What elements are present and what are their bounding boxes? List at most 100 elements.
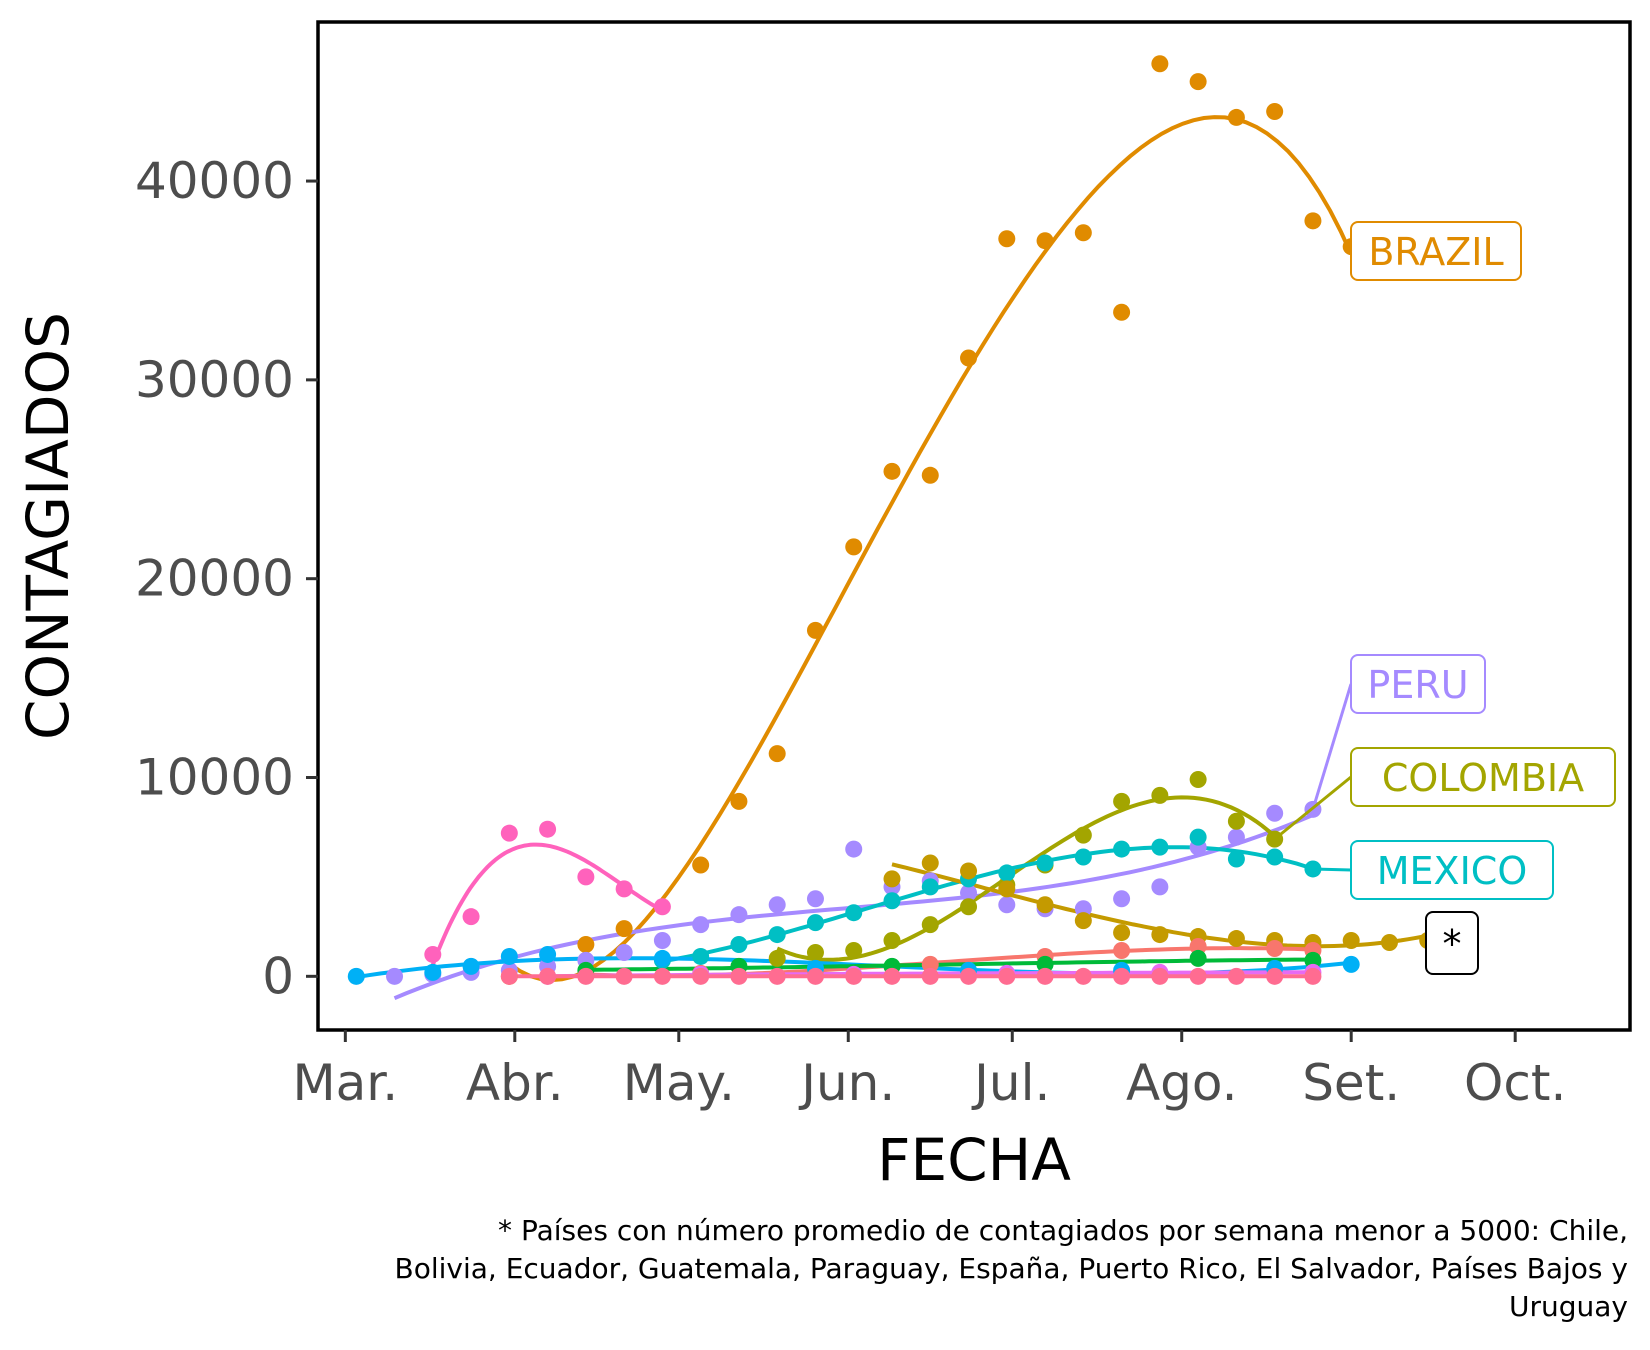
x-tick-label: Set. (1302, 1054, 1400, 1112)
data-point-series-3 (845, 904, 863, 922)
data-point-series-10 (960, 967, 978, 985)
data-point-series-2 (1151, 786, 1169, 804)
x-axis: Mar. Abr. May. Jun. Jul. Ago. Set. Oct. (293, 1030, 1566, 1112)
data-point-series-1 (692, 916, 710, 934)
data-point-series-1 (1074, 900, 1092, 918)
data-point-series-5 (960, 862, 978, 880)
data-point-series-3 (998, 864, 1016, 882)
data-point-series-0 (960, 349, 978, 367)
data-point-series-3 (1189, 828, 1207, 846)
data-point-series-5 (1227, 930, 1245, 948)
caption-line-3: Uruguay (1509, 1290, 1628, 1323)
data-point-series-0 (883, 462, 901, 480)
data-point-series-2 (883, 932, 901, 950)
data-point-series-0 (1074, 224, 1092, 242)
data-point-series-10 (1113, 967, 1131, 985)
data-point-series-0 (1036, 232, 1054, 250)
data-point-series-0 (845, 538, 863, 556)
y-tick-label: 20000 (135, 550, 294, 608)
data-point-series-1 (615, 943, 633, 961)
label-box-brazil (1350, 221, 1522, 281)
x-tick-label: Oct. (1464, 1054, 1566, 1112)
data-point-series-10 (1304, 967, 1322, 985)
y-tick-label: 10000 (135, 749, 294, 807)
data-point-series-4 (462, 908, 480, 926)
data-point-series-5 (1074, 912, 1092, 930)
data-point-series-0 (1227, 108, 1245, 126)
data-point-series-7 (424, 963, 442, 981)
data-point-series-10 (1151, 967, 1169, 985)
data-point-series-3 (1113, 840, 1131, 858)
data-point-series-3 (1036, 854, 1054, 872)
data-point-series-0 (1189, 73, 1207, 91)
data-point-series-1 (1113, 890, 1131, 908)
data-point-series-4 (424, 945, 442, 963)
country-label-peru: PERU (1367, 663, 1468, 707)
label-box-peru (1350, 654, 1486, 714)
data-point-series-6 (1113, 941, 1131, 959)
data-point-series-10 (998, 967, 1016, 985)
data-point-series-2 (1189, 770, 1207, 788)
country-label-note: * (1443, 922, 1462, 966)
data-point-series-3 (1227, 850, 1245, 868)
data-point-series-3 (921, 878, 939, 896)
data-point-series-10 (1074, 967, 1092, 985)
data-point-series-7 (1342, 955, 1360, 973)
data-point-series-0 (615, 920, 633, 938)
label-connector-mexico (1312, 867, 1352, 872)
data-point-series-0 (768, 745, 786, 763)
data-point-series-10 (1189, 967, 1207, 985)
data-point-series-2 (960, 898, 978, 916)
data-point-series-3 (692, 947, 710, 965)
label-box-note (1425, 911, 1479, 975)
data-point-series-5 (1036, 896, 1054, 914)
x-tick-label: Ago. (1126, 1054, 1238, 1112)
data-point-series-2 (768, 949, 786, 967)
country-label-brazil: BRAZIL (1368, 230, 1503, 274)
data-point-series-3 (1151, 838, 1169, 856)
data-point-series-8 (1304, 951, 1322, 969)
data-point-series-2 (1227, 812, 1245, 830)
data-point-series-1 (960, 884, 978, 902)
data-point-series-7 (653, 949, 671, 967)
data-point-series-5 (1113, 924, 1131, 942)
label-box-mexico (1350, 840, 1554, 900)
data-point-series-10 (845, 967, 863, 985)
data-point-series-5 (921, 854, 939, 872)
data-point-series-0 (577, 936, 595, 954)
y-axis: 0 10000 20000 30000 40000 (135, 152, 318, 1005)
data-point-series-1 (845, 840, 863, 858)
data-point-series-10 (692, 967, 710, 985)
data-point-series-2 (806, 943, 824, 961)
label-connector-peru (1311, 683, 1353, 810)
data-point-series-1 (806, 890, 824, 908)
data-point-series-1 (730, 906, 748, 924)
data-point-series-2 (921, 916, 939, 934)
data-point-series-7 (500, 947, 518, 965)
x-tick-label: Abr. (466, 1054, 564, 1112)
data-point-series-2 (1074, 826, 1092, 844)
country-labels: BRAZIL PERU COLOMBIA MEXICO * (1273, 221, 1616, 975)
y-axis-title: CONTAGIADOS (14, 312, 82, 740)
x-tick-label: Jun. (798, 1054, 895, 1112)
data-point-series-10 (921, 967, 939, 985)
data-point-series-6 (1266, 939, 1284, 957)
data-point-series-7 (539, 945, 557, 963)
data-point-series-10 (1036, 967, 1054, 985)
data-point-series-7 (347, 967, 365, 985)
data-point-series-0 (730, 792, 748, 810)
data-point-series-1 (1266, 804, 1284, 822)
data-point-series-10 (1227, 967, 1245, 985)
data-point-series-4 (615, 880, 633, 898)
data-point-series-7 (462, 957, 480, 975)
data-point-series-0 (921, 466, 939, 484)
data-point-series-10 (730, 967, 748, 985)
data-point-series-2 (845, 941, 863, 959)
data-point-series-5 (1380, 934, 1398, 952)
data-point-series-4 (653, 898, 671, 916)
data-point-series-1 (768, 896, 786, 914)
data-point-series-10 (539, 967, 557, 985)
country-label-mexico: MEXICO (1377, 849, 1527, 893)
y-tick-label: 30000 (135, 351, 294, 409)
